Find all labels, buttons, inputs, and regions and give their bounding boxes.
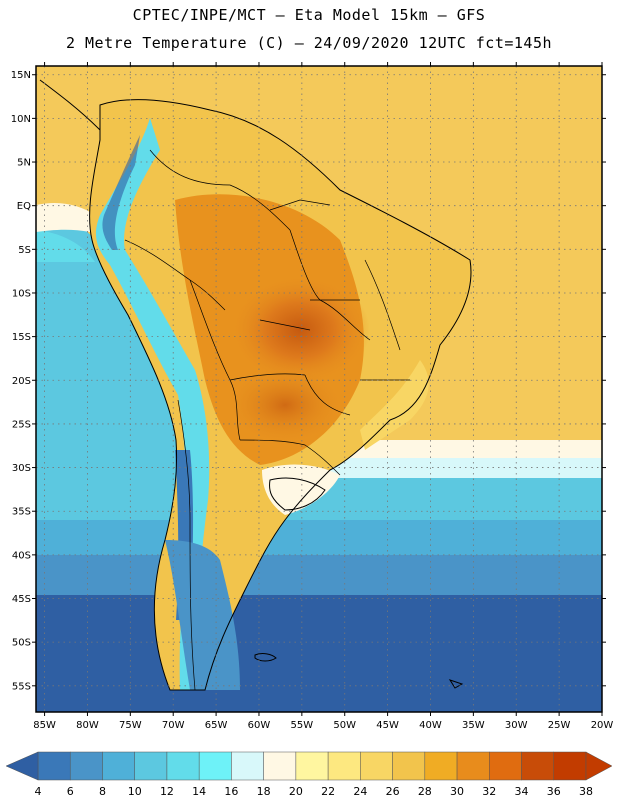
lat-label: 15S	[12, 332, 31, 343]
legend-label: 30	[450, 785, 464, 798]
legend-label: 38	[579, 785, 593, 798]
south-georgia	[448, 679, 464, 689]
pacific-band	[36, 203, 95, 232]
legend-box	[521, 751, 555, 781]
lon-label: 20W	[591, 720, 614, 731]
latitude-labels: 15N 10N 5N EQ 5S 10S 15S 20S 25S 30S 35S 40S 45S 50S 5…	[11, 70, 31, 692]
lon-label: 40W	[419, 720, 442, 731]
legend-box	[263, 751, 297, 781]
legend-box	[489, 751, 522, 781]
legend-label: 6	[67, 785, 74, 798]
legend-label: 10	[128, 785, 142, 798]
legend-box	[553, 751, 587, 781]
lon-label: 50W	[333, 720, 356, 731]
coastline	[89, 99, 472, 691]
lat-label: 30S	[12, 463, 31, 474]
legend-label: 4	[35, 785, 42, 798]
lat-label: 55S	[12, 681, 31, 692]
lat-label: 50S	[12, 638, 31, 649]
lat-label: 25S	[12, 419, 31, 430]
legend-box	[456, 751, 490, 781]
legend-label: 32	[482, 785, 496, 798]
lon-label: 35W	[462, 720, 485, 731]
lon-label: 70W	[162, 720, 185, 731]
legend-label: 26	[386, 785, 400, 798]
legend-box	[69, 751, 103, 781]
central-america-coast	[39, 79, 101, 131]
legend-label: 34	[515, 785, 529, 798]
map-frame	[35, 65, 603, 713]
lon-label: 75W	[119, 720, 142, 731]
legend-box	[134, 751, 168, 781]
lon-label: 45W	[376, 720, 399, 731]
lat-label: 45S	[12, 594, 31, 605]
legend-box	[295, 751, 329, 781]
legend-box	[102, 751, 135, 781]
legend-label: 12	[160, 785, 174, 798]
lon-label: 85W	[33, 720, 56, 731]
legend-label: 8	[99, 785, 106, 798]
legend-box	[37, 751, 71, 781]
lat-label: 15N	[11, 70, 31, 81]
axis-ticks	[32, 62, 606, 716]
band-10	[36, 520, 602, 560]
hot-core-south	[225, 365, 345, 445]
lat-label: 40S	[12, 550, 31, 561]
legend-label: 20	[289, 785, 303, 798]
lon-label: 30W	[505, 720, 528, 731]
temperature-map: 15N 10N 5N EQ 5S 10S 15S 20S 25S 30S 35S 40S 45S 50S 5…	[11, 62, 613, 731]
pacific-cool-north	[36, 230, 95, 262]
coastal-mild	[360, 360, 429, 450]
falkland-islands	[254, 653, 277, 662]
lat-label: 35S	[12, 507, 31, 518]
lat-label: 20S	[12, 376, 31, 387]
country-borders	[124, 149, 410, 691]
legend-box	[360, 751, 393, 781]
legend-box	[166, 751, 200, 781]
lat-label: EQ	[17, 201, 31, 212]
legend-label: 24	[353, 785, 367, 798]
legend-box	[198, 751, 232, 781]
legend-labels: 4 6 8 10 12 14 16 18 20 22 24 26 28 30 32 34 36 38	[35, 785, 594, 798]
map-field	[36, 66, 602, 712]
lon-label: 65W	[205, 720, 228, 731]
title-line-1: CPTEC/INPE/MCT – Eta Model 15km – GFS	[132, 6, 486, 24]
legend-box	[392, 751, 426, 781]
pampas-mild	[262, 464, 340, 515]
legend-under-arrow	[5, 751, 39, 781]
lon-label: 55W	[291, 720, 314, 731]
legend-label: 18	[257, 785, 271, 798]
lat-label: 10S	[12, 288, 31, 299]
andes-cool	[95, 118, 210, 690]
title-line-2: 2 Metre Temperature (C) – 24/09/2020 12U…	[65, 34, 553, 52]
legend-box	[424, 751, 458, 781]
lat-label: 10N	[11, 114, 31, 125]
lon-label: 25W	[548, 720, 571, 731]
lat-label: 5S	[18, 245, 31, 256]
longitude-labels: 85W 80W 75W 70W 65W 60W 55W 50W 45W 40W 35W 30W 25W 2…	[33, 720, 613, 731]
legend-box	[327, 751, 361, 781]
legend-color-boxes	[37, 751, 587, 781]
legend-label: 28	[418, 785, 432, 798]
hot-core-north	[230, 275, 370, 385]
legend-label: 16	[224, 785, 238, 798]
legend-box	[231, 751, 264, 781]
legend-label: 36	[547, 785, 561, 798]
pacific-cool	[36, 213, 215, 520]
color-legend: 4 6 8 10 12 14 16 18 20 22 24 26 28 30 32 34 36 38	[5, 751, 613, 798]
lon-label: 80W	[76, 720, 99, 731]
lat-label: 5N	[17, 158, 31, 169]
andes-cold-north	[102, 135, 140, 250]
legend-label: 14	[192, 785, 206, 798]
graticule	[36, 66, 602, 712]
band-4	[36, 595, 602, 712]
legend-over-arrow	[585, 751, 613, 781]
rio-de-la-plata	[269, 477, 326, 511]
patagonia-cool	[165, 540, 240, 690]
legend-label: 22	[321, 785, 335, 798]
lon-label: 60W	[248, 720, 271, 731]
band-8	[36, 555, 602, 600]
